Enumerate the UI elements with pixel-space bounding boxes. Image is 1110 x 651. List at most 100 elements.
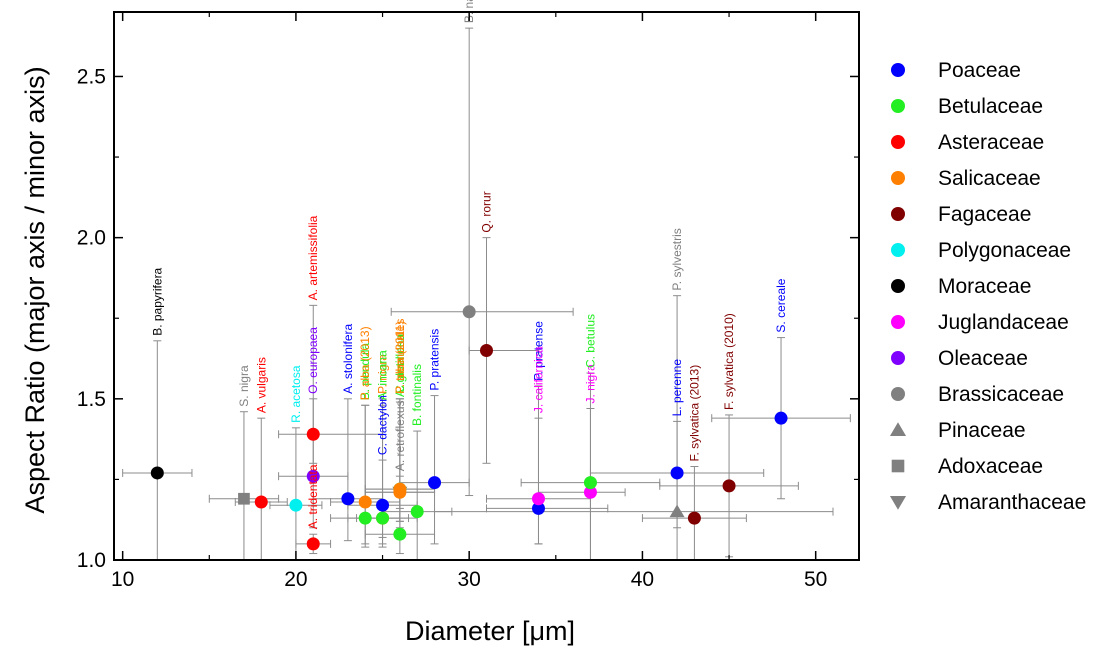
legend-marker [891,387,905,401]
data-point [531,492,545,506]
legend-label: Adoxaceae [938,455,1043,478]
point-label: P. sylvestris [670,228,684,290]
legend-marker [891,243,905,257]
point-labels-layer: B. papyrifera S. nigra A. vulgaris R. aceto… [150,0,788,529]
markers-layer [150,305,788,551]
legend-marker [891,207,905,221]
data-point [774,411,788,425]
point-label: P. pratense [531,321,545,381]
data-point [376,498,390,512]
point-label: A. tridentata [306,464,320,529]
point-label: R. acetosa [289,365,303,423]
point-label: S. cereale [774,278,788,332]
point-label: L. perenne [670,359,684,417]
x-tick-label: 40 [631,568,654,591]
legend-marker [891,315,905,329]
legend-label: Betulaceae [938,95,1043,118]
data-point [583,476,597,490]
legend-marker [891,171,905,185]
point-label: F. sylvatica (2013) [687,365,701,462]
point-label: S. nigra [237,365,251,407]
point-label: A. incana [376,350,390,400]
data-point [428,476,442,490]
point-label: A. vulgaris [254,357,268,413]
legend-label: Poaceae [938,59,1021,82]
point-label: J. californica [531,346,545,413]
data-point [358,495,372,509]
legend-label: Moraceae [938,275,1031,298]
data-point [306,469,320,483]
point-label: B. papyrifera [150,267,164,335]
data-point [376,511,390,525]
axes-layer: 10 20 30 40 50 1.0 1.5 2.0 2.5 [77,12,859,591]
data-point [393,482,407,496]
point-label: J. nigra [583,364,597,404]
data-point [238,492,250,505]
point-label: O. europaea [306,327,320,394]
y-tick-label: 2.0 [77,227,106,250]
point-label: A. retroflexus [393,400,407,471]
data-point [462,305,476,319]
data-point [670,466,684,480]
y-axis-title: Aspect Ratio (major axis / minor axis) [20,66,50,513]
y-tick-label: 1.5 [77,388,106,411]
legend-label: Juglandaceae [938,311,1069,334]
point-label: B. fontinalis [410,364,424,426]
point-label: A. stolonifera [341,323,355,393]
point-label: A. glutinosa [393,334,407,397]
legend-label: Amaranthaceae [938,491,1086,514]
point-label: F. sylvatica (2010) [722,313,736,410]
data-point [306,537,320,551]
point-label: C. avellana [393,333,407,393]
point-label: A. artemissifolia [306,215,320,300]
data-point [531,501,545,515]
data-point [289,498,303,512]
legend-marker [889,496,907,510]
data-point [410,505,424,519]
legend-marker [891,63,905,77]
data-point [669,504,685,518]
data-point [254,495,268,509]
point-label: B. pendula [358,343,372,401]
x-tick-label: 20 [284,568,307,591]
plot-frame [113,11,860,561]
legend-label: Polygonaceae [938,239,1071,262]
legend-label: Pinaceae [938,419,1026,442]
legend-marker [891,99,905,113]
data-point [393,527,407,541]
data-point [358,511,372,525]
data-point [687,511,701,525]
point-label: C. dactylon [376,395,390,455]
error-bars-layer [122,27,851,560]
point-label: P. alba (2011) [393,321,407,394]
legend-marker [891,135,905,149]
legend-marker [891,459,905,473]
y-tick-label: 1.0 [77,549,106,572]
legend-label: Asteraceae [938,131,1044,154]
point-label: Q. rorur [480,191,494,232]
legend-label: Salicaceae [938,167,1041,190]
point-label: C. betulus [583,314,597,368]
legend-label: Brassicaceae [938,383,1064,406]
data-point [306,427,320,441]
x-axis-title: Diameter [μm] [405,616,575,646]
data-point [722,479,736,493]
point-label: P. nigra [376,354,390,394]
legend-label: Oleaceae [938,347,1028,370]
data-point [583,485,597,499]
point-label: P. tremuloides [393,319,407,394]
data-point [480,343,493,357]
legend-marker [891,351,905,365]
legend: Poaceae Betulaceae Asteraceae Salicaceae Fag… [889,59,1086,514]
point-label: P. alba (2013) [358,326,372,400]
data-point [341,492,355,506]
x-tick-label: 50 [804,568,827,591]
legend-label: Fagaceae [938,203,1031,226]
data-point [150,466,164,480]
x-tick-label: 30 [457,568,480,591]
point-label: P. pratensis [428,329,442,391]
y-tick-label: 2.5 [77,65,106,88]
x-tick-label: 10 [111,568,134,591]
legend-marker [889,422,907,436]
